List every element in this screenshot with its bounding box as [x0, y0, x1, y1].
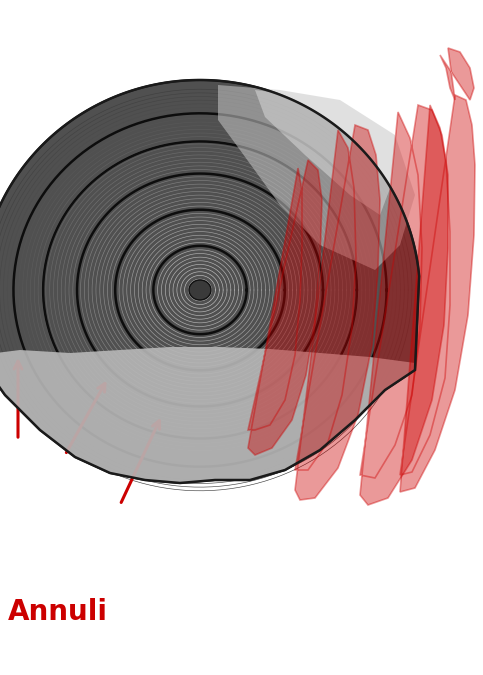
Polygon shape — [248, 160, 322, 455]
Polygon shape — [440, 48, 474, 100]
Polygon shape — [0, 347, 415, 483]
Polygon shape — [400, 95, 475, 492]
Polygon shape — [295, 125, 380, 500]
Polygon shape — [255, 90, 395, 215]
Polygon shape — [218, 85, 415, 270]
Polygon shape — [0, 80, 419, 483]
Text: Annuli: Annuli — [8, 598, 108, 626]
Ellipse shape — [189, 280, 211, 300]
Polygon shape — [360, 105, 448, 505]
